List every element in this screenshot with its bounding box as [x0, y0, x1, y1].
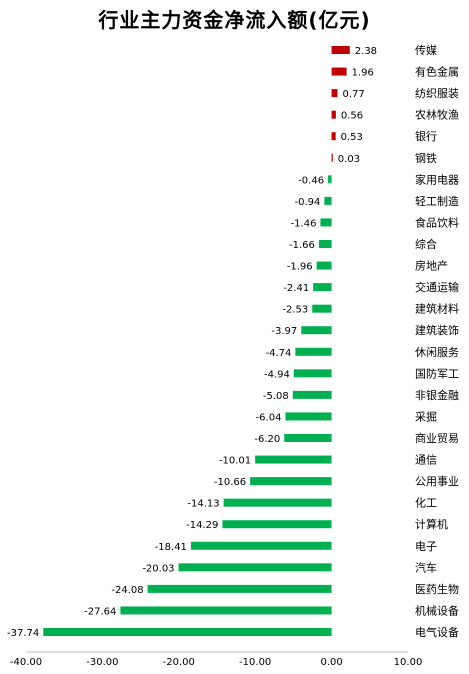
- category-label: 综合: [415, 237, 437, 251]
- category-label: 钢铁: [415, 152, 437, 165]
- category-label: 电子: [415, 540, 437, 553]
- category-label: 电气设备: [415, 625, 459, 639]
- bar: [222, 520, 332, 529]
- category-label: 非银金融: [415, 388, 459, 402]
- category-label: 银行: [415, 129, 437, 143]
- data-label: -5.08: [263, 391, 289, 402]
- bar: [312, 304, 332, 313]
- data-label: 0.56: [341, 111, 363, 122]
- data-label: -37.74: [7, 628, 39, 639]
- bar: [331, 110, 336, 119]
- category-label: 化工: [415, 496, 437, 510]
- data-label: -2.53: [282, 305, 308, 316]
- x-tick-label: 0.00: [320, 657, 342, 668]
- category-label: 家用电器: [415, 172, 459, 186]
- category-label: 医药生物: [415, 582, 459, 596]
- bar: [324, 196, 332, 205]
- bar: [318, 240, 332, 248]
- data-label: -27.64: [84, 606, 116, 617]
- category-label: 农林牧渔: [415, 108, 459, 122]
- bar: [313, 283, 332, 292]
- data-label: 0.77: [342, 89, 364, 100]
- category-label: 建筑材料: [415, 302, 459, 316]
- category-label: 食品饮料: [415, 215, 459, 229]
- data-label: -20.03: [142, 563, 174, 574]
- data-label: -14.29: [186, 520, 218, 531]
- data-label: 1.96: [352, 68, 374, 79]
- bar: [328, 175, 332, 184]
- bar: [331, 67, 347, 76]
- category-label: 商业贸易: [415, 431, 459, 445]
- category-label: 公用事业: [415, 475, 459, 488]
- category-label: 交通运输: [415, 280, 459, 294]
- category-label: 汽车: [415, 560, 437, 574]
- category-label: 有色金属: [415, 65, 459, 79]
- bar: [293, 369, 332, 378]
- data-label: -4.94: [264, 369, 290, 380]
- category-label: 传媒: [415, 44, 437, 57]
- bar: [295, 347, 332, 356]
- bar: [147, 584, 332, 593]
- data-label: -10.66: [214, 477, 246, 488]
- data-label: 0.53: [341, 132, 363, 143]
- bar: [331, 89, 338, 98]
- bar: [301, 326, 332, 335]
- category-label: 计算机: [415, 517, 448, 531]
- data-label: -14.13: [187, 499, 219, 510]
- data-label: -2.41: [283, 283, 309, 294]
- data-label: -24.08: [111, 585, 143, 596]
- x-tick-label: -40.00: [10, 657, 42, 668]
- data-label: -4.74: [266, 348, 292, 359]
- bar: [178, 563, 332, 572]
- bar: [43, 628, 332, 636]
- category-label: 休闲服务: [415, 345, 459, 359]
- bar: [285, 412, 332, 421]
- data-label: -1.66: [289, 240, 315, 251]
- bar: [190, 541, 332, 550]
- data-label: -1.96: [287, 262, 313, 273]
- data-label: -0.94: [295, 197, 321, 208]
- bar: [223, 498, 332, 507]
- category-label: 纺织服装: [415, 86, 459, 100]
- data-label: -0.46: [298, 175, 324, 186]
- bar: [320, 218, 332, 227]
- x-tick-label: -10.00: [239, 657, 271, 668]
- data-label: -6.20: [254, 434, 280, 445]
- category-label: 国防军工: [415, 366, 459, 380]
- data-label: -10.01: [219, 456, 251, 467]
- bar: [250, 477, 332, 486]
- chart-title: 行业主力资金净流入额(亿元): [98, 8, 371, 32]
- data-label: -3.97: [271, 326, 297, 337]
- category-label: 机械设备: [415, 603, 459, 617]
- data-label: 0.03: [338, 154, 360, 165]
- bar: [255, 455, 332, 464]
- bar: [120, 606, 332, 615]
- category-label: 建筑装饰: [415, 323, 459, 337]
- bar: [331, 132, 336, 141]
- x-tick-label: 10.00: [394, 657, 423, 668]
- category-label: 房地产: [415, 259, 448, 273]
- bar: [292, 390, 332, 399]
- category-label: 轻工制造: [415, 194, 459, 208]
- category-label: 采掘: [415, 409, 437, 423]
- x-tick-label: -20.00: [163, 657, 195, 668]
- data-label: -18.41: [155, 542, 187, 553]
- bar: [331, 153, 333, 162]
- data-label: -1.46: [291, 218, 317, 229]
- bar: [331, 46, 350, 54]
- x-tick-label: -30.00: [86, 657, 118, 668]
- bar: [284, 434, 332, 442]
- bar: [316, 261, 332, 270]
- category-label: 通信: [415, 454, 437, 467]
- data-label: -6.04: [256, 412, 282, 423]
- data-label: 2.38: [355, 46, 377, 57]
